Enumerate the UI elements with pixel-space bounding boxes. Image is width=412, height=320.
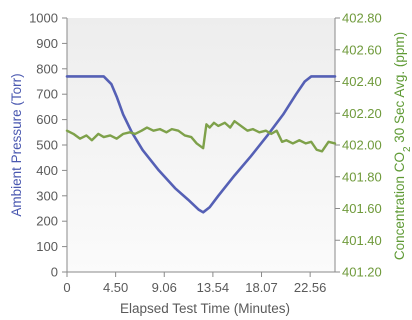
- left-axis-tick-label: 100: [36, 239, 58, 254]
- right-axis-label-rest: 30 Sec Avg. (ppm): [392, 32, 407, 147]
- left-axis-tick-label: 0: [51, 265, 58, 280]
- right-axis-tick-label: 401.20: [342, 265, 382, 280]
- left-axis-tick-label: 500: [36, 138, 58, 153]
- left-axis: 0 100 200 300 400 500 600 700 800 900 1000: [29, 11, 68, 280]
- left-axis-label: Ambient Pressure (Torr): [9, 73, 24, 216]
- right-axis-tick-label: 402.80: [342, 11, 382, 26]
- right-axis-tick-label: 401.80: [342, 169, 382, 184]
- left-axis-tick-label: 200: [36, 214, 58, 229]
- right-axis-label-sub: 2: [402, 146, 412, 152]
- plot-area: [67, 18, 335, 272]
- left-axis-tick-label: 1000: [29, 11, 58, 26]
- x-axis-tick-label: 4.50: [103, 280, 128, 295]
- left-axis-tick-label: 900: [36, 36, 58, 51]
- left-axis-tick-label: 400: [36, 163, 58, 178]
- right-axis-label-main: Concentration CO: [392, 152, 407, 260]
- x-axis-tick-label: 13.54: [197, 280, 230, 295]
- right-axis: 401.20 401.40 401.60 401.80 402.00 402.20 402.…: [334, 11, 382, 280]
- x-axis: 0 4.50 9.06 13.54 18.07 22.56: [63, 271, 335, 295]
- right-axis-tick-label: 402.00: [342, 138, 382, 153]
- x-axis-tick-label: 0: [63, 280, 70, 295]
- series-layer: [65, 75, 337, 214]
- right-axis-label: Concentration CO2 30 Sec Avg. (ppm): [392, 32, 412, 260]
- pressure-series-line: [65, 75, 337, 214]
- x-axis-tick-label: 18.07: [245, 280, 278, 295]
- right-axis-tick-label: 401.60: [342, 201, 382, 216]
- x-axis-tick-label: 22.56: [294, 280, 327, 295]
- left-axis-tick-label: 300: [36, 188, 58, 203]
- x-axis-label: Elapsed Test Time (Minutes): [120, 301, 290, 316]
- co2-series-line: [65, 119, 337, 153]
- right-axis-tick-label: 402.20: [342, 106, 382, 121]
- left-axis-tick-label: 800: [36, 61, 58, 76]
- left-axis-tick-label: 600: [36, 112, 58, 127]
- left-axis-tick-label: 700: [36, 87, 58, 102]
- right-axis-tick-label: 402.60: [342, 42, 382, 57]
- right-axis-tick-label: 401.40: [342, 233, 382, 248]
- x-axis-tick-label: 9.06: [152, 280, 177, 295]
- right-axis-tick-label: 402.40: [342, 74, 382, 89]
